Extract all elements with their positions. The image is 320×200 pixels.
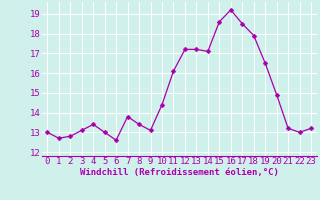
X-axis label: Windchill (Refroidissement éolien,°C): Windchill (Refroidissement éolien,°C) (80, 168, 279, 177)
